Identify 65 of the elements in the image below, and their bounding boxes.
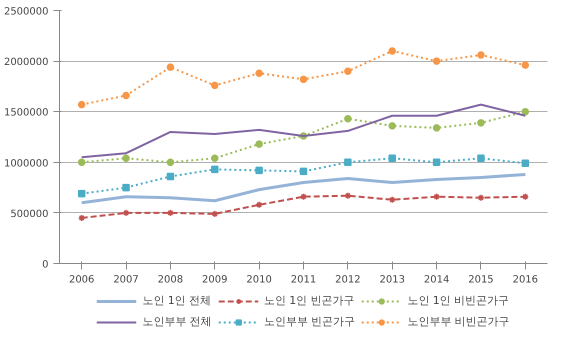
point	[166, 172, 174, 180]
point	[122, 184, 130, 192]
point	[388, 154, 396, 162]
x-tick-label: 2016	[512, 274, 538, 286]
point	[78, 100, 86, 108]
x-tick-label: 2015	[468, 274, 494, 286]
point	[78, 158, 86, 166]
x-tick-label: 2006	[68, 274, 94, 286]
x-tick-label: 2010	[246, 274, 272, 286]
point	[522, 160, 530, 168]
legend-label: 노인 1인 빈곤가구	[264, 293, 355, 308]
point	[78, 214, 86, 222]
point	[522, 61, 530, 69]
x-tick-label: 2012	[335, 274, 361, 286]
point	[300, 192, 308, 200]
point	[344, 67, 352, 75]
point	[255, 70, 263, 77]
point	[166, 158, 174, 166]
legend-label: 노인 1인 비빈곤가구	[407, 293, 510, 308]
point	[522, 192, 530, 200]
point	[211, 154, 219, 162]
point	[255, 166, 263, 174]
legend-label: 노인부부 비빈곤가구	[407, 314, 510, 329]
point	[122, 154, 130, 162]
legend-label: 노인부부 빈곤가구	[264, 314, 356, 329]
point	[388, 122, 396, 130]
point	[344, 158, 352, 166]
point	[211, 166, 219, 174]
point	[477, 194, 485, 202]
x-tick-label: 2007	[113, 274, 139, 286]
y-tick-label: 2500000	[4, 6, 49, 18]
y-tick-label: 0	[42, 260, 49, 270]
point	[78, 190, 86, 198]
point	[300, 168, 308, 176]
line-series	[80, 172, 527, 204]
point	[255, 140, 263, 148]
point	[122, 209, 130, 217]
x-tick-label: 2013	[380, 274, 405, 286]
x-tick-label: 2011	[290, 274, 316, 286]
point	[477, 51, 485, 59]
point	[522, 108, 530, 116]
legend-label: 노인부부 전체	[142, 314, 212, 329]
point	[388, 196, 396, 204]
point	[122, 92, 130, 100]
x-tick-label: 2014	[424, 274, 450, 286]
y-tick-label: 500000	[10, 208, 49, 220]
point	[432, 124, 440, 132]
point	[211, 210, 219, 218]
point	[300, 76, 308, 84]
legend-label: 노인 1인 전체	[142, 293, 212, 308]
point	[477, 154, 485, 162]
point	[166, 63, 174, 71]
point	[166, 209, 174, 217]
point	[477, 119, 485, 127]
y-tick-label: 2000000	[4, 57, 49, 68]
x-tick-label: 2008	[158, 274, 184, 286]
y-tick-label: 1500000	[4, 108, 49, 119]
y-tick-label: 1000000	[4, 158, 49, 170]
point	[432, 57, 440, 65]
x-tick-label: 2009	[202, 274, 228, 286]
point	[432, 158, 440, 166]
point	[388, 47, 396, 55]
point	[211, 82, 219, 90]
point	[255, 201, 263, 209]
point	[344, 115, 352, 123]
